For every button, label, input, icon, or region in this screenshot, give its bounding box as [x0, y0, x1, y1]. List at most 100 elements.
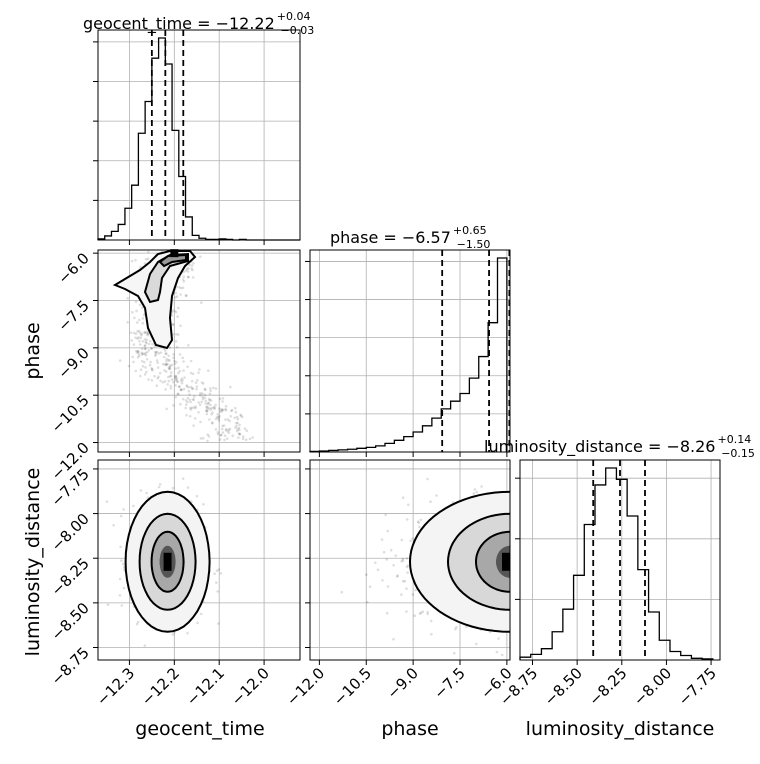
scatter-point — [173, 362, 176, 366]
scatter-point — [150, 347, 153, 350]
scatter-point — [165, 407, 168, 411]
scatter-point — [145, 331, 148, 335]
scatter-point — [226, 429, 229, 433]
scatter-point — [385, 558, 389, 561]
scatter-point — [177, 306, 180, 310]
scatter-point — [143, 344, 147, 347]
scatter-point — [171, 486, 175, 490]
y-tick-label: −8.00 — [48, 510, 93, 555]
scatter-point — [396, 574, 399, 577]
scatter-point — [230, 409, 233, 413]
scatter-point — [180, 381, 184, 385]
scatter-point — [147, 349, 151, 352]
scatter-point — [169, 371, 173, 374]
scatter-point — [157, 485, 161, 489]
scatter-point — [140, 347, 144, 351]
title-geocent-time: geocent_time = −12.22 +0.04 −0.03 — [83, 10, 314, 37]
scatter-point — [174, 296, 177, 299]
scatter-point — [185, 413, 188, 417]
scatter-point — [122, 508, 125, 511]
scatter-point — [244, 438, 248, 442]
scatter-point — [139, 343, 142, 346]
panel-hist-geocent-time — [97, 29, 301, 241]
scatter-point — [495, 650, 499, 654]
scatter-point — [154, 353, 158, 356]
density-peak — [170, 249, 179, 258]
scatter-point — [143, 347, 147, 351]
x-tick-label: −8.50 — [541, 664, 586, 709]
scatter-point — [192, 398, 196, 402]
scatter-point — [237, 436, 240, 439]
scatter-point — [188, 393, 191, 396]
density-peak — [502, 552, 510, 571]
scatter-point — [237, 432, 241, 435]
scatter-point — [239, 413, 242, 417]
scatter-point — [200, 400, 203, 404]
scatter-point — [184, 406, 187, 410]
y-tick-label: −8.75 — [48, 644, 93, 689]
scatter-point — [185, 385, 189, 388]
scatter-point — [154, 350, 157, 354]
title-luminosity-distance: luminosity_distance = −8.26 +0.14 −0.15 — [484, 433, 755, 460]
y-tick-label: −6.0 — [54, 249, 92, 287]
scatter-point — [234, 406, 237, 410]
scatter-point — [473, 488, 477, 491]
scatter-point — [177, 333, 180, 336]
scatter-point — [386, 585, 390, 588]
scatter-point — [475, 642, 478, 646]
scatter-point — [144, 347, 147, 351]
scatter-point — [143, 360, 146, 364]
scatter-point — [179, 324, 182, 328]
contour-line — [158, 253, 187, 268]
scatter-point — [185, 384, 189, 387]
scatter-point — [191, 387, 194, 390]
scatter-point — [221, 397, 225, 400]
scatter-point — [182, 387, 186, 391]
scatter-point — [405, 518, 409, 521]
scatter-point — [195, 387, 198, 391]
scatter-point — [191, 276, 195, 279]
scatter-point — [142, 313, 146, 317]
scatter-point — [164, 352, 167, 355]
scatter-point — [143, 373, 147, 376]
scatter-point — [181, 477, 185, 480]
scatter-point — [227, 431, 231, 434]
scatter-point — [129, 331, 133, 335]
scatter-point — [392, 564, 395, 567]
scatter-point — [137, 336, 140, 339]
scatter-point — [224, 429, 228, 432]
scatter-point — [382, 550, 386, 554]
scatter-point — [157, 352, 161, 355]
scatter-point — [166, 362, 169, 366]
scatter-point — [224, 418, 227, 421]
scatter-point — [251, 436, 254, 439]
scatter-point — [139, 336, 143, 340]
scatter-point — [119, 545, 122, 549]
scatter-point — [191, 268, 194, 272]
scatter-point — [386, 529, 390, 533]
scatter-point — [140, 334, 143, 337]
scatter-point — [136, 350, 140, 353]
scatter-point — [224, 407, 227, 411]
scatter-point — [141, 340, 145, 343]
scatter-point — [236, 421, 239, 425]
scatter-point — [219, 410, 222, 413]
scatter-point — [189, 385, 193, 389]
scatter-point — [400, 593, 403, 596]
scatter-point — [204, 409, 208, 412]
scatter-point — [500, 653, 504, 657]
scatter-point — [222, 408, 225, 412]
scatter-point — [215, 415, 219, 419]
scatter-point — [203, 388, 207, 392]
scatter-point — [169, 374, 173, 378]
scatter-point — [216, 590, 219, 593]
scatter-point — [381, 579, 384, 582]
scatter-point — [153, 354, 157, 357]
xlabel-geocent-time: geocent_time — [135, 718, 264, 740]
scatter-point — [174, 333, 178, 336]
scatter-point — [187, 343, 190, 347]
scatter-point — [144, 258, 148, 261]
scatter-point — [189, 359, 193, 363]
scatter-point — [137, 352, 140, 355]
scatter-point — [177, 385, 181, 389]
